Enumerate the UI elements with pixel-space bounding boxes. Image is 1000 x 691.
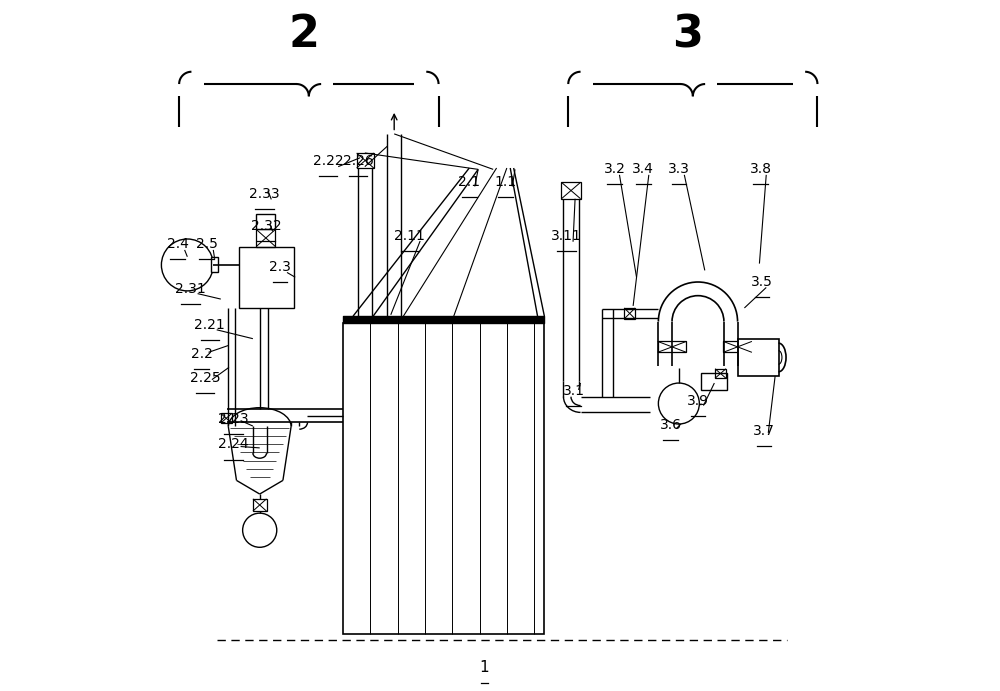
Text: 2.1: 2.1: [458, 175, 480, 189]
Bar: [701, 373, 727, 390]
Text: 3: 3: [672, 13, 703, 57]
Bar: [211, 258, 218, 272]
Bar: [357, 153, 374, 168]
Text: 2.24: 2.24: [218, 437, 249, 451]
Bar: [624, 308, 635, 319]
Text: 3.9: 3.9: [687, 395, 709, 408]
Text: 2.3: 2.3: [269, 260, 291, 274]
Text: 2.25: 2.25: [190, 371, 220, 386]
Bar: [221, 413, 232, 423]
Text: 1: 1: [479, 660, 489, 675]
Text: 3.7: 3.7: [753, 424, 775, 438]
Text: 2.31: 2.31: [175, 282, 206, 296]
Bar: [239, 247, 294, 308]
Bar: [256, 214, 275, 229]
Text: 2: 2: [289, 13, 320, 57]
Text: 2.22: 2.22: [313, 154, 343, 168]
Bar: [253, 499, 267, 511]
Text: 2.21: 2.21: [194, 318, 225, 332]
Text: 2.23: 2.23: [218, 412, 249, 426]
Text: 2.4: 2.4: [167, 238, 189, 252]
Bar: [343, 323, 544, 634]
Text: 3.4: 3.4: [632, 162, 654, 176]
Bar: [738, 339, 779, 376]
Text: 1.1: 1.1: [494, 175, 517, 189]
Bar: [561, 182, 581, 199]
Text: 3.8: 3.8: [750, 162, 772, 176]
Bar: [723, 341, 752, 352]
Text: 3.2: 3.2: [604, 162, 626, 176]
Bar: [658, 341, 686, 352]
Bar: [256, 229, 275, 247]
Bar: [715, 369, 726, 378]
Text: 2.33: 2.33: [249, 187, 280, 201]
Text: 2.5: 2.5: [196, 238, 217, 252]
Text: 2.11: 2.11: [394, 229, 425, 243]
Text: 2.32: 2.32: [251, 219, 281, 233]
Text: 3.11: 3.11: [551, 229, 582, 243]
Text: 2.2: 2.2: [191, 347, 213, 361]
Text: 3.3: 3.3: [668, 162, 690, 176]
Text: 3.5: 3.5: [751, 275, 773, 289]
Text: 2.26: 2.26: [343, 154, 373, 168]
Text: 3.6: 3.6: [660, 418, 682, 433]
Text: 3.1: 3.1: [563, 384, 585, 398]
